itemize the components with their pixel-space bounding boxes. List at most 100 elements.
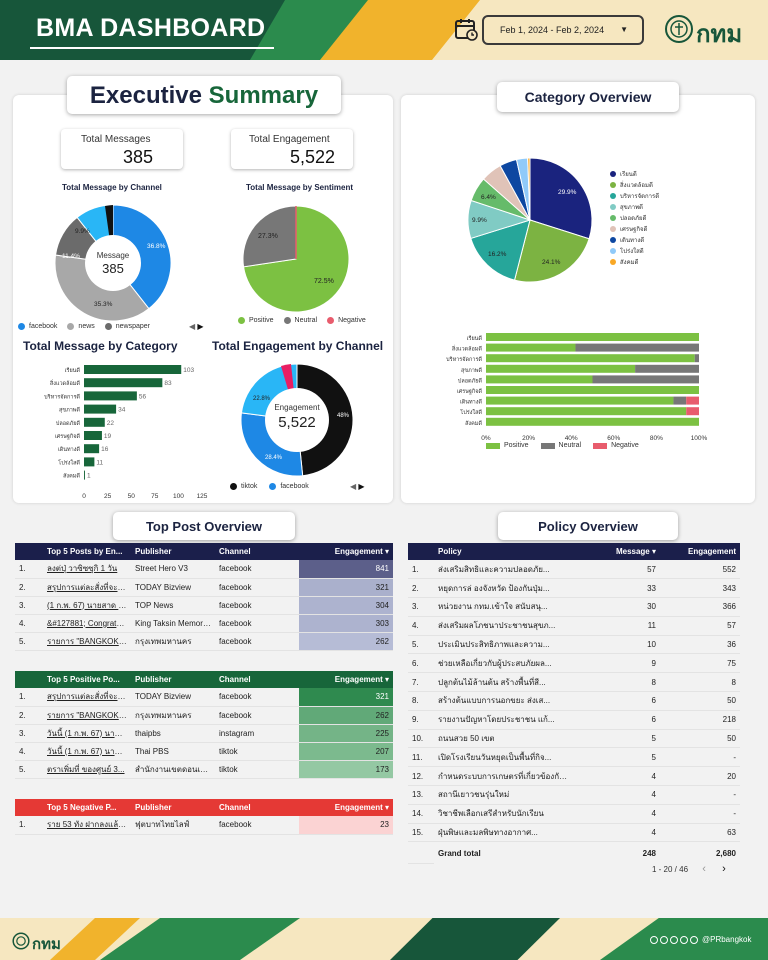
table-row[interactable]: 7. ปลูกต้นไม้ล้านต้น สร้างพื้นที่สี... 8 8 bbox=[408, 672, 740, 693]
prev-page-icon[interactable]: ‹ bbox=[702, 863, 706, 875]
stack-segment-negative bbox=[686, 396, 699, 405]
table-row[interactable]: 15. ฝุ่นพิษและมลพิษทางอากาศ... 4 63 bbox=[408, 823, 740, 843]
slice-label: 9.9% bbox=[472, 217, 487, 224]
bar-category-label: บริหารจัดการดี bbox=[44, 393, 80, 400]
row-index: 3. bbox=[15, 724, 43, 743]
column-header[interactable]: Channel bbox=[219, 547, 251, 556]
column-header[interactable]: Channel bbox=[219, 803, 251, 812]
table-row[interactable]: 5. ประเมินประสิทธิภาพและความ... 10 36 bbox=[408, 635, 740, 655]
message-cell: 6 bbox=[574, 710, 660, 730]
engagement-cell: - bbox=[660, 804, 740, 824]
stack-segment-positive bbox=[486, 386, 699, 394]
table-row[interactable]: 5.รายการ "BANGKOK TRI...กรุงเทพมหานครfac… bbox=[15, 632, 393, 651]
table-row[interactable]: 9. รายงานปัญหาโดยประชาชน แก้... 6 218 bbox=[408, 710, 740, 730]
message-cell: 11 bbox=[574, 616, 660, 636]
post-title-link[interactable]: วันนี้ (1 ก.พ. 67) นายแถ... bbox=[43, 724, 131, 743]
table-row[interactable]: 4. &#127881; Congratul... King Taksin Memo… bbox=[15, 614, 393, 633]
legend-page-arrows[interactable]: ◀ ▶ bbox=[350, 482, 365, 491]
legend-dot-news bbox=[67, 323, 75, 330]
table-row[interactable]: 2. รายการ "BANGKOK TR... กรุงเทพมหานคร face… bbox=[15, 706, 393, 725]
category-bar bbox=[84, 404, 117, 414]
row-index: 3. bbox=[408, 597, 434, 617]
post-title-link[interactable]: ตราเพิ่มที่ ของศูนย์ 3... bbox=[43, 760, 131, 779]
facebook-icon[interactable] bbox=[650, 935, 658, 944]
publisher-cell: King Taksin Memori... bbox=[131, 614, 215, 633]
column-header[interactable]: Engagement ▾ bbox=[334, 675, 389, 684]
post-title-link[interactable]: ลงต่ปุ่ วาซิซซุกิ 1 วัน bbox=[43, 560, 131, 579]
column-header[interactable]: Publisher bbox=[135, 675, 172, 684]
post-title-link[interactable]: สรุปการแต่ละสั่งที่จะเกิด บ... bbox=[43, 578, 131, 597]
donut-center-label: Message bbox=[97, 251, 130, 260]
table-row[interactable]: 1. ส่งเสริมสิทธิและความปลอดภัย... 57 552 bbox=[408, 560, 740, 580]
legend-page-arrows[interactable]: ◀ ▶ bbox=[189, 322, 204, 331]
table-row[interactable]: 3. วันนี้ (1 ก.พ. 67) นายแถ... thaipbs inst… bbox=[15, 724, 393, 743]
policy-name-cell: สร้างต้นแบบการนอกขยะ ส่งเส... bbox=[434, 691, 574, 711]
column-header[interactable]: Engagement ▾ bbox=[334, 803, 389, 812]
post-title-link[interactable]: (1 ก.พ. 67) นายสาด ใหญ... bbox=[43, 596, 131, 615]
post-title-link[interactable]: สรุปการแต่ละสั่งที่จะเกิด ... bbox=[43, 688, 131, 707]
column-header[interactable]: Publisher bbox=[135, 803, 172, 812]
post-title-link[interactable]: &#127881; Congratul... bbox=[43, 614, 131, 633]
table-row[interactable]: 12. กำหนดระบบการเกษตรที่เกี่ยวข้องกับ... 4… bbox=[408, 766, 740, 787]
column-header[interactable]: Message ▾ bbox=[615, 547, 656, 556]
post-title-link[interactable]: ราย 53 ทัง ฝากลงแล้วเต่า... bbox=[43, 816, 131, 835]
engagement-cell: 303 bbox=[299, 614, 393, 633]
table-row[interactable]: 3.(1 ก.พ. 67) นายสาด ใหญ...TOP Newsfaceb… bbox=[15, 596, 393, 615]
stack-category-label: เรียนดี bbox=[467, 335, 483, 342]
table-row[interactable]: 14. วิชาชีพเลือกเสรีสำหรับนักเรียน 4- bbox=[408, 804, 740, 824]
policy-name-cell: ถนนสวย 50 เขต bbox=[434, 729, 574, 749]
column-header[interactable]: Engagement ▾ bbox=[334, 547, 389, 556]
next-page-icon[interactable]: › bbox=[722, 863, 726, 875]
axis-tick-label: 50 bbox=[128, 493, 136, 500]
table-row[interactable]: 2. หยุดการล่ องจังหวัด ป้องกันปุ่ม... 33 34… bbox=[408, 578, 740, 599]
bar-value-label: 22 bbox=[107, 420, 115, 427]
instagram-icon[interactable] bbox=[670, 935, 678, 944]
table-row[interactable]: 13. สถานีเยาวชนรุ่นใหม่ 4- bbox=[408, 785, 740, 805]
engagement-cell: 20 bbox=[660, 766, 740, 787]
column-header[interactable]: Publisher bbox=[135, 547, 172, 556]
bar-category-label: เศรษฐกิจดี bbox=[55, 433, 81, 440]
legend-label: Neutral bbox=[558, 442, 582, 449]
column-header[interactable]: Top 5 Posts by En... bbox=[47, 547, 123, 556]
post-title-link[interactable]: รายการ "BANGKOK TR... bbox=[43, 706, 131, 725]
column-header[interactable]: Top 5 Negative P... bbox=[47, 803, 117, 812]
twitter-icon[interactable] bbox=[660, 935, 668, 944]
table-row[interactable]: 3. หน่วยงาน กทม.เข้าใจ สนับสนุ... 30 366 bbox=[408, 597, 740, 617]
table-row[interactable]: 8. สร้างต้นแบบการนอกขยะ ส่งเส... 6 50 bbox=[408, 691, 740, 711]
table-row[interactable]: 4. ส่งเสริมผลโภชนาประชาชนสุขภ... 11 57 bbox=[408, 616, 740, 636]
column-header[interactable]: Policy bbox=[438, 547, 462, 556]
message-cell: 4 bbox=[574, 785, 660, 805]
table-row[interactable]: 1. ลงต่ปุ่ วาซิซซุกิ 1 วัน Street Hero V3 f… bbox=[15, 560, 393, 579]
category-overview-title: Category Overview bbox=[497, 82, 679, 112]
column-header[interactable]: Channel bbox=[219, 675, 251, 684]
post-title-link[interactable]: วันนี้ (1 ก.พ. 67) นายชั... bbox=[43, 742, 131, 761]
dropdown-arrow-icon: ▼ bbox=[620, 25, 628, 34]
channel-cell: facebook bbox=[215, 560, 299, 579]
sentiment-pie-title: Total Message by Sentiment bbox=[246, 183, 353, 192]
table-row[interactable]: 10. ถนนสวย 50 เขต 5 50 bbox=[408, 729, 740, 749]
table-row[interactable]: 1. สรุปการแต่ละสั่งที่จะเกิด ... TODAY Biz… bbox=[15, 688, 393, 707]
calendar-icon[interactable] bbox=[454, 17, 478, 41]
column-header[interactable]: Engagement bbox=[687, 547, 736, 556]
table-header: Policy Message ▾ Engagement bbox=[408, 543, 740, 560]
youtube-icon[interactable] bbox=[680, 935, 688, 944]
stack-category-label: ปลอดภัยดี bbox=[458, 377, 483, 384]
table-row[interactable]: 2.สรุปการแต่ละสั่งที่จะเกิด บ...TODAY Bi… bbox=[15, 578, 393, 597]
table-row[interactable]: 1.ราย 53 ทัง ฝากลงแล้วเต่า...ฟุตบาทไทยไล… bbox=[15, 816, 393, 835]
stack-category-label: บริหารจัดการดี bbox=[446, 356, 482, 363]
stack-category-label: โปร่งใสดี bbox=[460, 408, 482, 416]
publisher-cell: กรุงเทพมหานคร bbox=[131, 632, 215, 651]
table-row[interactable]: 5. ตราเพิ่มที่ ของศูนย์ 3... สำนักงานเขตดอ… bbox=[15, 760, 393, 779]
stack-category-label: สุขภาพดี bbox=[461, 367, 482, 374]
message-cell: 5 bbox=[574, 747, 660, 768]
legend-label: เดินทางดี bbox=[620, 237, 645, 244]
post-title-link[interactable]: รายการ "BANGKOK TRI... bbox=[43, 632, 131, 651]
table-row[interactable]: 11. เปิดโรงเรียนวันหยุดเป็นพื้นที่กิจ... 5… bbox=[408, 747, 740, 768]
tiktok-icon[interactable] bbox=[690, 935, 698, 944]
date-range-picker[interactable]: Feb 1, 2024 - Feb 2, 2024 ▼ bbox=[482, 15, 644, 45]
table-row[interactable]: 4. วันนี้ (1 ก.พ. 67) นายชั... Thai PBS tik… bbox=[15, 742, 393, 761]
column-header[interactable]: Top 5 Positive Po... bbox=[47, 675, 120, 684]
table-row[interactable]: 6. ช่วยเหลือเกี่ยวกับผู้ประสบภัยผล... 9 75 bbox=[408, 653, 740, 674]
title-part-executive: Executive bbox=[89, 82, 202, 109]
total-engagement-kpi: Total Engagement 5,522 bbox=[231, 129, 353, 169]
